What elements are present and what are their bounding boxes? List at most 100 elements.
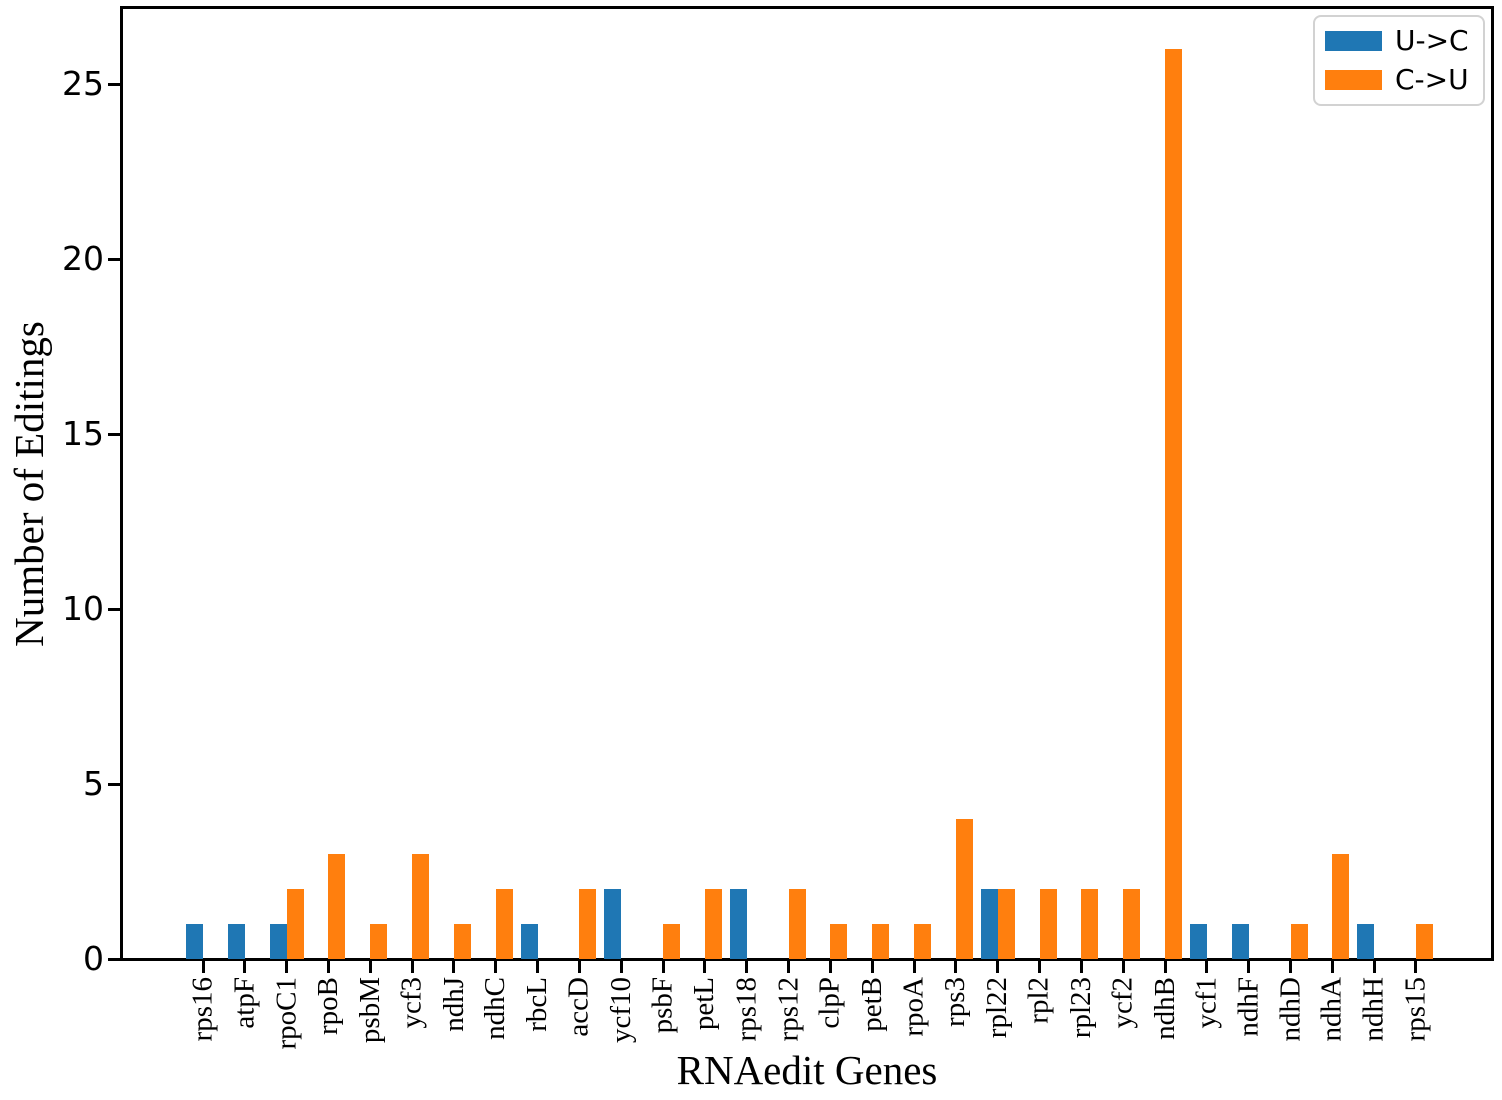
x-tick-label-rps16: rps16 — [186, 977, 219, 1042]
x-tick-label-rps18: rps18 — [730, 977, 763, 1042]
bar-u-c-rpl22 — [980, 889, 998, 959]
bar-u-c-rbcl — [520, 924, 538, 959]
bar-c-u-rpoa — [914, 924, 932, 959]
x-tick-mark-ndhb — [1163, 961, 1167, 973]
bar-c-u-accd — [579, 889, 597, 959]
bar-u-c-ycf1 — [1189, 924, 1207, 959]
x-tick-mark-petb — [870, 961, 874, 973]
x-tick-label-ycf2: ycf2 — [1106, 977, 1139, 1029]
legend-label-u-c: U->C — [1395, 24, 1469, 57]
y-tick-label-20: 20 — [62, 239, 104, 278]
x-tick-mark-ndhc — [494, 961, 498, 973]
bar-c-u-ndhb — [1165, 49, 1183, 959]
plot-area — [120, 6, 1494, 961]
y-axis-title: Number of Editings — [6, 321, 52, 647]
x-tick-label-accd: accD — [562, 977, 595, 1037]
x-tick-mark-psbf — [661, 961, 665, 973]
y-tick-mark-5 — [108, 782, 120, 786]
bar-c-u-rpl22 — [997, 889, 1015, 959]
x-tick-label-ycf3: ycf3 — [395, 977, 428, 1029]
y-tick-mark-20 — [108, 257, 120, 261]
bar-u-c-rps18 — [729, 889, 747, 959]
bar-c-u-ndhd — [1290, 924, 1308, 959]
x-tick-label-ycf10: ycf10 — [604, 977, 637, 1044]
bar-c-u-ycf3 — [412, 854, 430, 959]
x-tick-mark-rps15 — [1414, 961, 1418, 973]
bar-c-u-ycf2 — [1123, 889, 1141, 959]
legend-swatch-u-c — [1325, 31, 1382, 51]
y-tick-label-0: 0 — [83, 939, 104, 978]
x-tick-label-petl: petL — [688, 977, 721, 1031]
x-tick-mark-ndhf — [1247, 961, 1251, 973]
bar-c-u-ndha — [1332, 854, 1350, 959]
y-tick-mark-0 — [108, 957, 120, 961]
x-tick-label-rps15: rps15 — [1399, 977, 1432, 1042]
x-tick-mark-psbm — [368, 961, 372, 973]
bar-u-c-ndhf — [1231, 924, 1249, 959]
bar-u-c-rpoc1 — [269, 924, 287, 959]
x-tick-mark-rps12 — [787, 961, 791, 973]
bar-c-u-psbm — [370, 924, 388, 959]
x-tick-mark-rbcl — [536, 961, 540, 973]
x-tick-mark-ycf2 — [1121, 961, 1125, 973]
x-tick-mark-ndhj — [452, 961, 456, 973]
x-tick-mark-rpob — [326, 961, 330, 973]
x-axis-title: RNAedit Genes — [676, 1047, 938, 1093]
bar-c-u-rpl2 — [1039, 889, 1057, 959]
x-tick-label-petb: petB — [855, 977, 888, 1032]
bar-c-u-ndhc — [495, 889, 513, 959]
bar-u-c-ndhh — [1357, 924, 1375, 959]
bar-u-c-atpf — [227, 924, 245, 959]
x-tick-label-ycf1: ycf1 — [1190, 977, 1223, 1029]
x-tick-label-rps12: rps12 — [772, 977, 805, 1042]
x-tick-label-rpl23: rpl23 — [1064, 977, 1097, 1039]
bar-u-c-ycf10 — [604, 889, 622, 959]
x-tick-label-rpl22: rpl22 — [981, 977, 1014, 1039]
x-tick-label-rpoc1: rpoC1 — [270, 977, 303, 1050]
y-tick-label-5: 5 — [83, 764, 104, 803]
legend-item-u-c: U->C — [1315, 26, 1483, 56]
bar-c-u-psbf — [663, 924, 681, 959]
x-tick-label-rbcl: rbcL — [521, 977, 554, 1032]
x-tick-label-clpp: clpP — [813, 977, 846, 1029]
x-tick-mark-ndhd — [1289, 961, 1292, 973]
x-tick-mark-accd — [577, 961, 581, 973]
x-tick-mark-rpl23 — [1079, 961, 1083, 973]
y-tick-label-25: 25 — [62, 64, 104, 103]
x-tick-mark-clpp — [828, 961, 832, 973]
x-tick-mark-ycf10 — [619, 961, 623, 973]
y-tick-label-15: 15 — [62, 414, 104, 453]
bar-c-u-rps15 — [1415, 924, 1433, 959]
x-tick-mark-ycf1 — [1205, 961, 1209, 973]
x-tick-label-rpoa: rpoA — [897, 977, 930, 1037]
x-tick-label-psbm: psbM — [353, 977, 386, 1044]
x-tick-label-ndhj: ndhJ — [437, 977, 470, 1032]
x-tick-mark-ndhh — [1372, 961, 1376, 973]
y-tick-mark-10 — [108, 607, 120, 611]
x-tick-label-rps3: rps3 — [939, 977, 972, 1027]
x-tick-label-ndha: ndhA — [1315, 977, 1348, 1042]
bar-c-u-rps12 — [788, 889, 806, 959]
x-tick-mark-ycf3 — [410, 961, 414, 973]
x-tick-label-ndhc: ndhC — [479, 977, 512, 1040]
bar-c-u-rpob — [328, 854, 346, 959]
x-tick-label-psbf: psbF — [646, 977, 679, 1034]
bar-c-u-clpp — [830, 924, 848, 959]
x-tick-mark-rpl22 — [996, 961, 1000, 973]
x-tick-label-ndhd: ndhD — [1274, 977, 1306, 1042]
x-tick-mark-rpoc1 — [285, 961, 289, 973]
x-tick-label-rpob: rpoB — [311, 977, 344, 1035]
x-tick-label-ndhf: ndhF — [1232, 977, 1265, 1037]
legend-swatch-c-u — [1325, 70, 1382, 90]
x-tick-label-ndhb: ndhB — [1148, 977, 1181, 1040]
x-tick-mark-rps3 — [954, 961, 958, 973]
bar-u-c-rps16 — [186, 924, 203, 959]
bar-c-u-petb — [872, 924, 890, 959]
x-tick-mark-rpl2 — [1038, 961, 1042, 973]
bar-c-u-petl — [704, 889, 722, 959]
x-tick-label-rpl2: rpl2 — [1023, 977, 1056, 1024]
x-tick-mark-rpoa — [912, 961, 916, 973]
y-tick-mark-15 — [108, 432, 120, 436]
x-tick-label-ndhh: ndhH — [1357, 977, 1390, 1042]
